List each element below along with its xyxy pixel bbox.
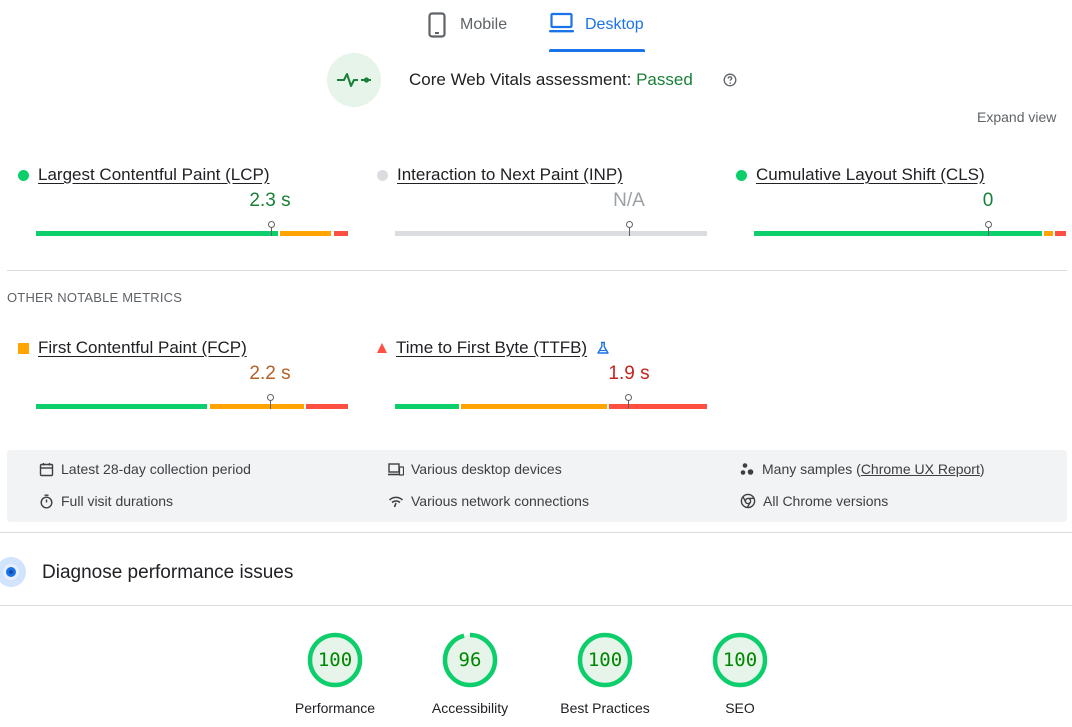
metric-name[interactable]: Interaction to Next Paint (INP) (397, 165, 623, 184)
no-data-indicator-icon (377, 169, 388, 181)
gauge-ring (577, 632, 633, 688)
target-icon (3, 564, 19, 580)
poor-indicator-icon (377, 343, 387, 353)
value-marker (624, 394, 632, 409)
gauge-ring (442, 632, 498, 688)
score-value: 100 (722, 649, 758, 671)
metric-value: 0 (982, 190, 994, 211)
gauge-arc (442, 632, 498, 688)
metric-value: N/A (613, 190, 645, 211)
score-gauge-seo[interactable]: 100 (712, 632, 768, 688)
distribution-bar (754, 221, 1066, 236)
good-indicator-icon (736, 169, 747, 181)
score-value: 100 (317, 649, 353, 671)
chrome-icon (740, 493, 756, 509)
info-network: Various network connections (388, 493, 589, 509)
metric-value: 1.9 s (608, 363, 650, 384)
needs-improvement-indicator-icon (18, 342, 29, 354)
info-text: Many samples ( (762, 461, 861, 477)
info-collection-period: Latest 28-day collection period (39, 461, 251, 477)
good-indicator-icon (18, 169, 29, 181)
value-marker (266, 394, 274, 409)
pulse-icon (337, 73, 371, 87)
calendar-icon (39, 462, 54, 476)
other-metrics-heading: OTHER NOTABLE METRICS (7, 290, 183, 305)
info-visit-durations: Full visit durations (39, 493, 173, 509)
info-text: Full visit durations (61, 493, 174, 509)
flask-icon[interactable] (596, 341, 610, 355)
value-marker (984, 221, 992, 236)
tab-desktop-label: Desktop (585, 16, 644, 33)
section-divider (0, 532, 1072, 533)
score-value: 96 (458, 649, 482, 671)
info-text: Latest 28-day collection period (61, 461, 251, 477)
value-marker (267, 221, 275, 236)
diagnose-badge (0, 557, 26, 587)
gauge-arc (712, 632, 768, 688)
metric-name[interactable]: Cumulative Layout Shift (CLS) (756, 165, 985, 184)
metric-inp: Interaction to Next Paint (INP) N/A (377, 165, 707, 245)
metric-value: 2.3 s (249, 190, 291, 211)
section-divider (7, 270, 1067, 271)
info-text: ) (979, 461, 985, 477)
data-source-info-panel: Latest 28-day collection period Full vis… (7, 450, 1067, 522)
cwv-status-badge (327, 53, 381, 107)
section-divider (0, 605, 1072, 606)
info-chrome-versions: All Chrome versions (740, 493, 888, 509)
active-tab-indicator (549, 49, 645, 52)
mobile-phone-icon (428, 12, 446, 38)
metric-value: 2.2 s (249, 363, 291, 384)
distribution-bar (36, 221, 348, 236)
diagnose-title: Diagnose performance issues (42, 562, 294, 583)
value-marker (625, 221, 633, 236)
info-samples: Many samples (Chrome UX Report) (740, 461, 985, 477)
tab-desktop[interactable]: Desktop (549, 12, 644, 52)
gauge-arc (577, 632, 633, 688)
score-gauge-accessibility[interactable]: 96 (442, 632, 498, 688)
distribution-bar (36, 394, 348, 409)
cwv-title-prefix: Core Web Vitals assessment: (409, 70, 637, 89)
chrome-ux-report-link[interactable]: Chrome UX Report (860, 461, 980, 477)
metric-name[interactable]: Time to First Byte (TTFB) (396, 338, 588, 357)
metric-lcp: Largest Contentful Paint (LCP) 2.3 s (18, 165, 348, 245)
cwv-assessment-title: Core Web Vitals assessment: Passed (409, 69, 693, 91)
devices-icon (388, 462, 404, 476)
help-icon[interactable] (723, 73, 737, 87)
people-icon (740, 462, 754, 475)
metric-ttfb: Time to First Byte (TTFB) 1.9 s (377, 338, 707, 418)
laptop-icon (549, 12, 574, 33)
metric-fcp: First Contentful Paint (FCP) 2.2 s (18, 338, 348, 418)
score-label: Performance (294, 700, 376, 716)
stopwatch-icon (40, 494, 53, 509)
score-label: SEO (725, 700, 755, 716)
gauge-ring (712, 632, 768, 688)
score-label: Best Practices (560, 700, 650, 716)
info-text: All Chrome versions (763, 493, 889, 509)
distribution-bar (395, 394, 707, 409)
gauge-arc (307, 632, 363, 688)
info-text: Various desktop devices (411, 461, 562, 477)
tab-mobile-label: Mobile (460, 16, 508, 33)
score-gauge-performance[interactable]: 100 (307, 632, 363, 688)
tab-mobile[interactable]: Mobile (428, 12, 507, 52)
metric-name[interactable]: First Contentful Paint (FCP) (38, 338, 247, 357)
info-text: Various network connections (411, 493, 589, 509)
metric-name[interactable]: Largest Contentful Paint (LCP) (38, 165, 270, 184)
score-label: Accessibility (431, 700, 509, 716)
info-devices: Various desktop devices (388, 461, 562, 477)
distribution-bar (395, 221, 707, 236)
cwv-status: Passed (636, 70, 693, 89)
gauge-ring (307, 632, 363, 688)
score-gauge-best-practices[interactable]: 100 (577, 632, 633, 688)
expand-view-link[interactable]: Expand view (977, 109, 1057, 125)
wifi-icon (388, 496, 404, 507)
score-value: 100 (587, 649, 623, 671)
metric-cls: Cumulative Layout Shift (CLS) 0 (736, 165, 1066, 245)
